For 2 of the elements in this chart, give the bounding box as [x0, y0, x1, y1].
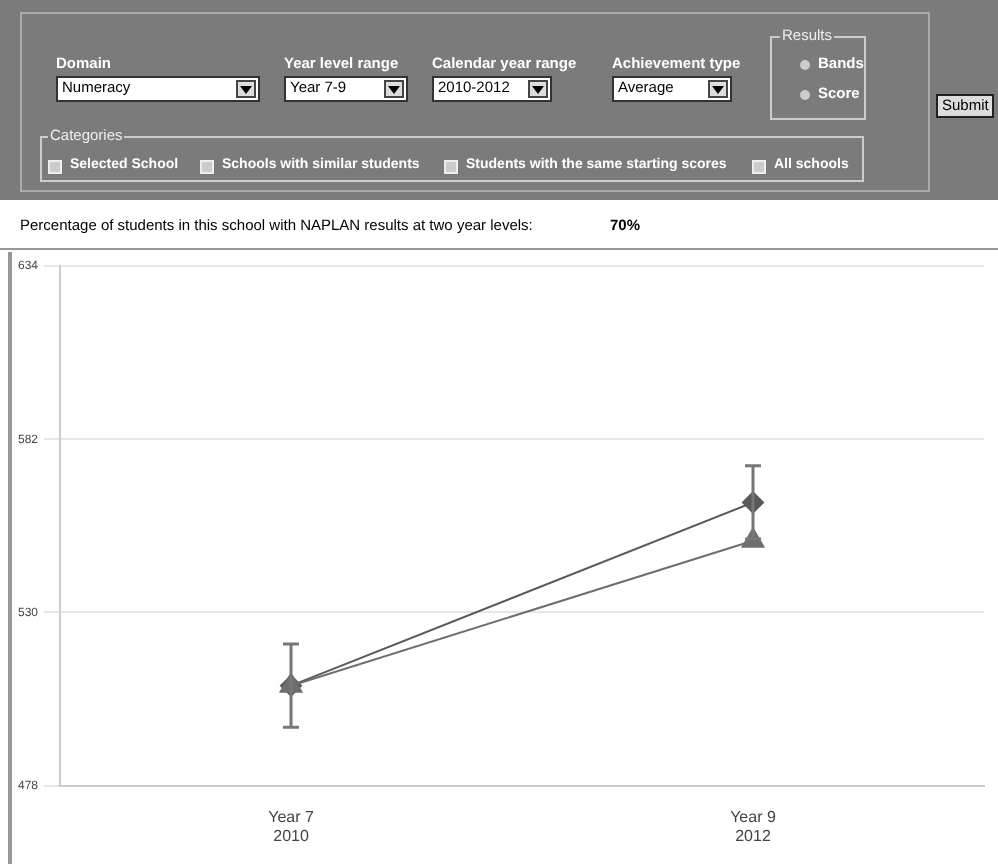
x-tick-label: Year 7 2010: [268, 807, 315, 845]
x-tick-label: Year 9 2012: [730, 807, 777, 845]
